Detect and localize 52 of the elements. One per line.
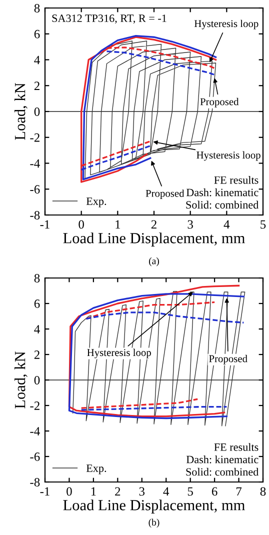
y-tick-label: -2 [30, 402, 40, 410]
text: (b) [148, 518, 160, 528]
annotation: Hysteresis loop [194, 20, 258, 30]
x-tick-label: 4 [163, 487, 170, 496]
annotation: FE results Dash: kinematic Solid: combined [186, 176, 259, 209]
y-tick-label: 2 [34, 82, 40, 90]
y-tick-label: 6 [34, 30, 40, 38]
annotation: FE results Dash: kinematic Solid: combined [186, 443, 259, 476]
x-tick-label: -1 [40, 220, 50, 229]
text: (a) [149, 257, 159, 266]
annotation: Proposed [209, 354, 248, 364]
y-tick-label: -6 [30, 452, 40, 461]
x-tick-label: 0 [78, 220, 84, 229]
x-tick-label: -1 [40, 487, 50, 496]
x-tick-label: 3 [139, 487, 145, 496]
y-tick-label: 0 [34, 108, 40, 116]
x-tick-label: 1 [91, 487, 96, 496]
x-tick-label: 4 [224, 220, 230, 229]
y-axis-title: Load, kN [14, 83, 28, 140]
y-tick-label: -8 [30, 478, 40, 486]
y-tick-label: 8 [34, 4, 40, 12]
y-tick-label: 2 [34, 350, 40, 359]
y-axis-title: Load, kN [14, 352, 28, 408]
legend-label: Exp. [86, 464, 106, 474]
x-axis-title: Load Line Displacement, mm [63, 500, 245, 514]
x-axis-title: Load Line Displacement, mm [63, 232, 245, 246]
x-tick-label: 3 [188, 220, 193, 229]
annotation: Hysteresis loop [196, 151, 260, 161]
x-tick-label: 5 [188, 487, 193, 496]
x-tick-label: 1 [116, 220, 120, 229]
annotation: Hysteresis loop [87, 348, 151, 358]
y-tick-label: -2 [30, 133, 40, 142]
x-tick-label: 6 [212, 487, 218, 496]
y-tick-label: 0 [34, 376, 40, 384]
x-tick-label: 0 [66, 487, 72, 496]
y-tick-label: -8 [30, 211, 40, 220]
y-tick-label: -4 [30, 427, 40, 436]
y-tick-label: 4 [34, 56, 40, 64]
annotation: Proposed [200, 98, 239, 108]
annotation: SA312 TP316, RT, R = -1 [52, 14, 166, 24]
y-tick-label: 6 [34, 300, 40, 308]
annotation: Proposed [146, 190, 184, 200]
y-tick-label: 4 [34, 325, 40, 334]
x-tick-label: 5 [260, 220, 266, 229]
x-tick-label: 2 [115, 487, 120, 496]
y-tick-label: 8 [34, 274, 40, 282]
x-tick-label: 2 [151, 220, 156, 229]
x-tick-label: 7 [236, 487, 242, 496]
x-tick-label: 8 [260, 487, 266, 496]
y-tick-label: -4 [30, 159, 40, 168]
y-tick-label: -6 [30, 185, 40, 194]
legend-label: Exp. [86, 198, 106, 208]
